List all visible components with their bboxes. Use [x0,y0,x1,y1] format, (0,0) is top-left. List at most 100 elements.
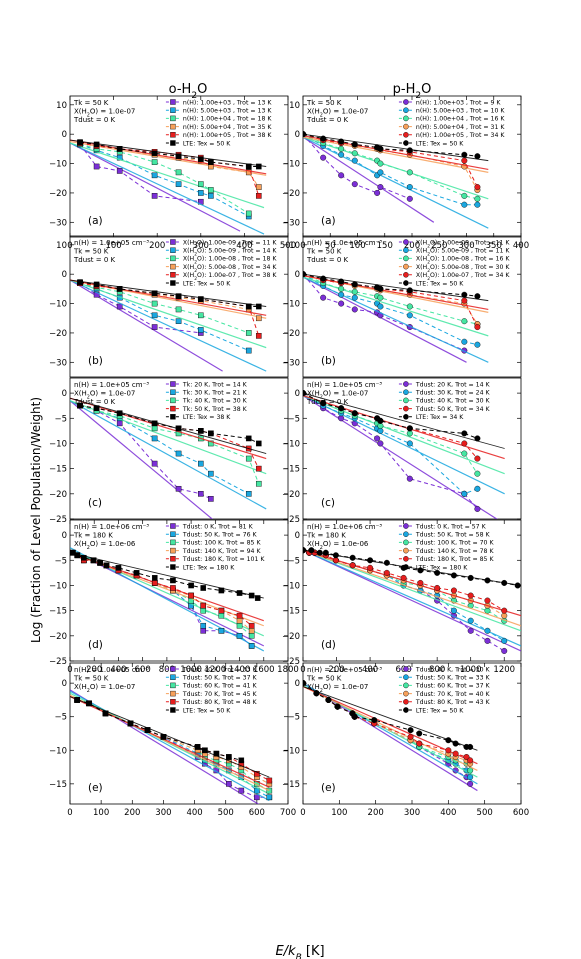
x-axis-label: E/kB [K] [275,944,324,959]
x-tick-label: 100 [105,241,121,251]
data-point [461,192,468,199]
panel-param: Tk = 50 K [306,248,342,256]
legend-entry: Tk: 30 K, Trot = 21 K [182,390,248,397]
x-tick-label: 300 [155,808,171,818]
legend-entry: Tdust: 50 K, Trot = 34 K [415,406,491,413]
data-point [116,286,123,292]
panel-label: (d) [88,639,103,651]
legend-entry: n(H): 1.00e+04 , Trot = 18 K [183,116,272,123]
data-point [248,592,255,599]
y-tick-label: −25 [49,515,67,525]
data-point [452,740,459,747]
data-point [151,290,158,297]
legend-entry: Tdust: 140 K, Trot = 78 K [415,548,495,555]
panel-param: Tk = 180 K [306,532,346,540]
data-point [320,400,327,407]
data-point [383,559,390,566]
legend-marker [170,405,176,412]
data-point [303,390,306,397]
data-point [484,607,491,614]
data-point [248,643,255,649]
legend-entry: X(H2O): 1.00e-07 , Trot = 34 K [416,272,510,282]
data-point [406,184,413,191]
y-tick-label: −20 [282,189,300,199]
data-point [197,491,204,497]
data-point [151,159,158,165]
data-point [484,637,491,644]
data-point [406,312,413,319]
legend-marker [403,123,409,130]
panel-param: Tk = 180 K [73,532,113,540]
panel-param: X(H2O) = 1.0e-07 [74,108,135,119]
fit-line [303,275,489,311]
data-point [175,450,182,457]
data-point [303,271,306,278]
x-tick-label: 600 [135,665,151,675]
y-tick-label: −5 [54,556,67,566]
data-point [208,159,214,165]
legend-entry: n(H): 1.00e+05 , Trot = 38 K [183,132,272,139]
y-tick-label: −20 [282,329,300,339]
data-point [93,141,100,148]
data-point [320,135,327,142]
x-tick-label: 1200 [493,665,515,675]
x-tick-label: 700 [280,808,296,818]
data-point [226,754,232,760]
legend-entry: n(H): 1.00e+04 , Trot = 16 K [416,116,505,123]
legend-marker [170,556,176,562]
panel-param: X(H2O) = 1.0e-07 [74,683,135,694]
panel-param: Tk = 50 K [73,675,109,683]
data-point [406,303,413,310]
data-point [93,163,100,170]
x-tick-label: 200 [368,808,384,818]
panel-label: (c) [321,497,335,509]
data-point [338,278,345,285]
legend-entry: X(H2O): 5.00e-09 , Trot = 14 K [183,248,277,258]
y-tick-label: −5 [54,713,67,723]
legend-entry: Tdust: 50 K, Trot = 37 K [182,675,258,682]
legend-entry: n(H): 5.00e+03 , Trot = 13 K [183,108,272,115]
panel-c-para: 0 −5 −10 −15 −20 −25 n(H) = 1.0e+05 cm⁻³X(H2O)… [282,377,522,525]
data-point [200,622,207,629]
data-point [406,287,413,294]
data-point [434,584,441,591]
legend-marker [170,547,176,554]
series-line [79,405,260,484]
data-point [452,750,459,757]
fit-line [303,276,489,337]
legend-marker [403,107,409,113]
data-point [151,193,158,199]
data-point [236,633,243,639]
plot-area [70,139,267,235]
data-point [74,697,80,703]
data-point [501,637,508,644]
series-line [303,549,518,586]
y-tick-label: −5 [287,713,300,723]
panel-label: (e) [88,782,103,794]
fit-line [303,395,505,495]
data-point [127,720,134,727]
legend-entry: Tdust: 80 K, Trot = 48 K [182,699,258,706]
data-point [349,554,356,561]
legend-entry: n(H): 1.00e+03 , Trot = 9 K [416,99,502,106]
panel-param: Tdust = 0 K [306,256,349,264]
data-point [322,549,329,556]
data-point [236,617,243,624]
data-point [77,402,83,409]
y-tick-label: −20 [49,490,67,500]
data-point [208,470,214,477]
legend-entry: LTE: Tex = 180 K [416,564,468,571]
legend-entry: X(H2O): 1.00e-08 , Trot = 16 K [416,256,510,266]
data-point [93,405,100,412]
data-point [245,169,252,176]
axes-frame [69,95,289,238]
data-point [320,294,327,301]
legend-marker [403,255,409,262]
plot-area [303,390,505,519]
panel-param: n(H) = 1.0e+05 cm⁻³ [74,666,149,674]
legend-entry: Tdust: 40 K, Trot = 30 K [415,398,491,405]
panel-param: n(H) = 1.0e+05 cm⁻³ [307,381,382,389]
data-point [349,562,356,569]
y-tick-label: −10 [282,160,300,170]
legend-entry: LTE: Tex = 50 K [183,280,231,287]
